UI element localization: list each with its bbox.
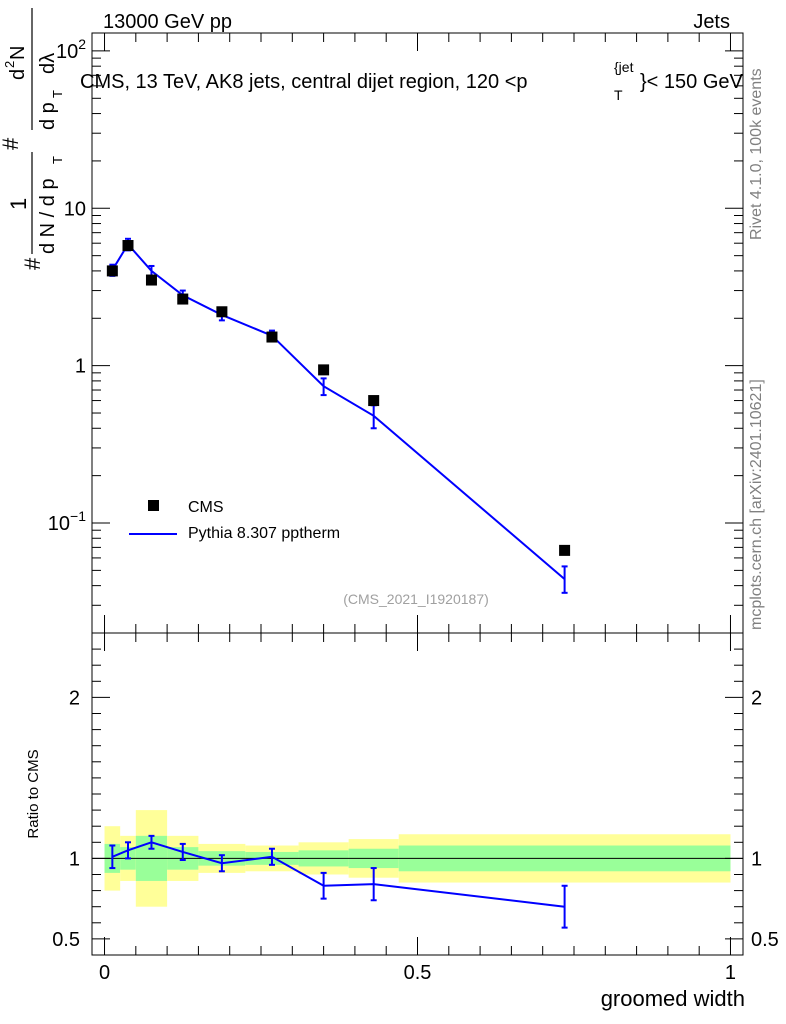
main-frame bbox=[91, 32, 744, 634]
analysis-watermark: (CMS_2021_I1920187) bbox=[343, 591, 489, 607]
header-right: Jets bbox=[693, 11, 730, 33]
ylabel-den2: d p bbox=[37, 102, 59, 130]
legend-label-pythia: Pythia 8.307 pptherm bbox=[188, 525, 340, 542]
cms-data-point bbox=[177, 293, 189, 305]
main-title: CMS, 13 TeV, AK8 jets, central dijet reg… bbox=[80, 71, 528, 93]
ylabel-den1-sub: T bbox=[50, 156, 65, 164]
main-y-tick-label-3: 10−1 bbox=[48, 508, 86, 535]
ratio-y-tick-label-right-1: 1 bbox=[751, 848, 762, 870]
ylabel-num2: d bbox=[7, 69, 29, 80]
cms-data-point bbox=[266, 331, 278, 343]
legend-marker-cms bbox=[148, 500, 159, 511]
title-sup: {jet bbox=[614, 59, 634, 75]
main-minor-ticks bbox=[92, 50, 743, 634]
main-y-ticks: 102 10 1 10−1 bbox=[48, 36, 86, 535]
cms-data-point bbox=[216, 306, 228, 318]
cms-data-point bbox=[318, 364, 330, 376]
main-ylabel: # 1 d N / d p T # d 2 N d p T dλ bbox=[0, 8, 65, 270]
main-y-tick-label-1: 10 bbox=[64, 198, 86, 220]
ratio-y-tick-label-left-0: 2 bbox=[69, 687, 80, 709]
ylabel-num1: 1 bbox=[6, 198, 31, 210]
cms-data-point bbox=[559, 544, 571, 556]
ratio-y-tick-label-right-2: 0.5 bbox=[751, 929, 779, 951]
ratio-y-tick-label-left-1: 1 bbox=[69, 848, 80, 870]
legend-label-cms: CMS bbox=[188, 499, 224, 516]
data-series-main bbox=[106, 240, 571, 556]
mcplots-label: mcplots.cern.ch [arXiv:2401.10621] bbox=[748, 379, 765, 630]
main-y-tick-label-2: 1 bbox=[75, 356, 86, 378]
rivet-label: Rivet 4.1.0, 100k events bbox=[748, 68, 765, 240]
ylabel-den2-tail: dλ bbox=[37, 53, 59, 74]
header-left: 13000 GeV pp bbox=[103, 11, 232, 33]
ratio-frame bbox=[91, 632, 744, 956]
ylabel-num2-sup: 2 bbox=[2, 61, 17, 68]
title-tail: }< 150 GeV bbox=[640, 71, 744, 93]
x-tick-label-0: 0 bbox=[99, 962, 110, 984]
x-tick-label-2: 1 bbox=[725, 962, 736, 984]
ratio-ticks: 2 2 1 1 0.5 0.5 0 0.5 1 bbox=[52, 632, 779, 984]
main-x-ticks bbox=[104, 33, 731, 633]
x-tick-label-1: 0.5 bbox=[404, 962, 432, 984]
title-sub: T bbox=[614, 87, 623, 103]
cms-data-point bbox=[122, 240, 134, 252]
xaxis-label: groomed width bbox=[601, 986, 745, 1011]
cms-data-point bbox=[145, 274, 157, 286]
ratio-y-tick-label-right-0: 2 bbox=[751, 687, 762, 709]
ratio-series bbox=[109, 834, 568, 929]
cms-data-point bbox=[368, 395, 380, 407]
ylabel-hash2: # bbox=[0, 137, 23, 150]
ylabel-hash1: # bbox=[20, 257, 45, 270]
ratio-ylabel: Ratio to CMS bbox=[25, 749, 42, 838]
ylabel-den1: d N / d p bbox=[37, 178, 59, 254]
legend: CMS Pythia 8.307 pptherm bbox=[129, 499, 340, 542]
ylabel-num2-tail: N bbox=[7, 46, 29, 60]
title-main: CMS, 13 TeV, AK8 jets, central dijet reg… bbox=[80, 71, 528, 93]
ratio-panel: 2 2 1 1 0.5 0.5 0 0.5 1 Ratio to CMS groomed wid… bbox=[25, 632, 779, 1011]
main-panel: 102 10 1 10−1 CMS, 13 TeV, AK8 jets, centra… bbox=[0, 8, 744, 634]
ylabel-den2-sub: T bbox=[50, 90, 65, 98]
cms-data-point bbox=[106, 265, 118, 277]
ratio-y-tick-label-left-2: 0.5 bbox=[52, 929, 80, 951]
main-y-tick-label-0: 102 bbox=[56, 36, 86, 63]
